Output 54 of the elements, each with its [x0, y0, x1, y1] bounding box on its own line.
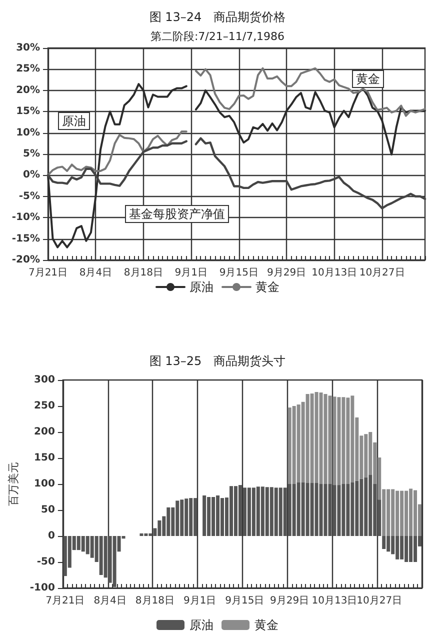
x-tick-label: 10月27日 — [356, 596, 402, 606]
y-tick-label: -10% — [12, 212, 40, 224]
y-tick-label: 50 — [41, 504, 55, 516]
x-tick-label: 9月1日 — [183, 596, 216, 606]
legend-label: 原油 — [190, 618, 214, 632]
y-tick-label: 30% — [16, 42, 40, 54]
x-tick-label: 9月29日 — [267, 268, 306, 278]
bar — [324, 394, 328, 484]
x-tick-label: 8月18日 — [124, 268, 163, 278]
annotation: 基金每股资产净值 — [129, 207, 225, 221]
bar — [319, 484, 323, 536]
y-tick-label: 25% — [16, 64, 40, 75]
y-tick-label: -20% — [12, 254, 40, 266]
y-tick-label: -50 — [36, 556, 55, 568]
x-tick-label: 10月13日 — [312, 596, 358, 606]
y-tick-label: 250 — [34, 400, 55, 412]
x-tick-label: 8月4日 — [94, 596, 126, 606]
annotation: 原油 — [62, 114, 86, 128]
y-tick-label: 0 — [48, 530, 55, 542]
x-tick-label: 9月1日 — [174, 268, 208, 278]
y-tick-label: 150 — [34, 452, 55, 464]
x-tick-label: 10月27日 — [359, 268, 405, 278]
bar — [319, 392, 323, 484]
y-tick-label: 100 — [34, 478, 55, 490]
y-tick-label: 15% — [16, 106, 40, 118]
y-axis-title: 百万美元 — [7, 462, 20, 506]
x-tick-label: 9月15日 — [219, 268, 258, 278]
bar — [140, 533, 144, 536]
bar — [202, 495, 206, 536]
annotation: 黄金 — [356, 72, 380, 86]
legend-label: 黄金 — [254, 618, 278, 632]
x-tick-label: 7月21日 — [28, 268, 68, 278]
x-tick-label: 8月4日 — [79, 268, 112, 278]
x-tick-label: 9月15日 — [225, 596, 264, 606]
x-tick-label: 10月13日 — [312, 268, 358, 278]
x-tick-label: 9月29日 — [270, 596, 310, 606]
x-tick-label: 7月21日 — [46, 596, 85, 606]
x-tick-label: 8月18日 — [135, 596, 174, 606]
y-tick-label: 0% — [23, 170, 40, 181]
bar — [382, 536, 386, 549]
chart-subtitle: 第二阶段:7/21–11/7,1986 — [150, 30, 285, 43]
y-tick-label: 300 — [34, 374, 55, 386]
chart-title: 图 13–25 商品期货头寸 — [149, 354, 286, 368]
y-tick-label: 20% — [16, 84, 40, 96]
y-tick-label: 10% — [16, 127, 40, 138]
y-tick-label: -100 — [30, 582, 55, 594]
chart-title: 图 13–24 商品期货价格 — [149, 10, 286, 24]
y-tick-label: 5% — [23, 148, 40, 160]
y-tick-label: -5% — [18, 190, 40, 202]
legend-label: 黄金 — [256, 280, 280, 294]
y-tick-label: 200 — [34, 426, 55, 438]
bar — [324, 484, 328, 536]
y-tick-label: -15% — [12, 233, 40, 244]
legend-label: 原油 — [190, 280, 214, 294]
